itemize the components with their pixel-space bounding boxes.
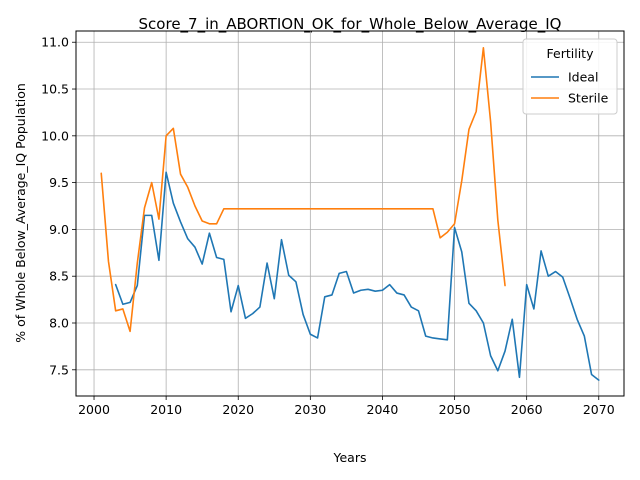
- tick-labels: 2000 2010 2020 2030 2040 2050 2060 2070 7.5 8.0 8.…: [41, 35, 615, 417]
- y-tick-label: 10.5: [41, 82, 69, 97]
- y-tick-label: 10.0: [41, 128, 69, 143]
- y-tick-label: 8.5: [49, 269, 69, 284]
- x-tick-label: 2070: [583, 402, 615, 417]
- x-tick-label: 2050: [439, 402, 471, 417]
- plot-frame: [75, 30, 625, 397]
- x-tick-label: 2020: [222, 402, 254, 417]
- series-lines: [100, 47, 600, 381]
- x-tick-label: 2040: [367, 402, 399, 417]
- y-tick-label: 9.5: [49, 175, 69, 190]
- y-tick-label: 9.0: [49, 222, 69, 237]
- legend-box: [522, 38, 618, 115]
- x-axis-label: Years: [333, 450, 367, 465]
- axis-ticks: [72, 41, 600, 400]
- y-tick-label: 7.5: [49, 362, 69, 377]
- x-tick-label: 2000: [78, 402, 110, 417]
- legend-label-ideal: Ideal: [568, 70, 598, 85]
- series-line-sterile: [100, 47, 506, 333]
- legend: Fertility Ideal Sterile: [522, 38, 618, 115]
- y-tick-label: 8.0: [49, 316, 69, 331]
- y-axis-label: % of Whole Below_Average_IQ Population: [13, 83, 28, 343]
- x-tick-label: 2030: [294, 402, 326, 417]
- y-tick-label: 11.0: [41, 35, 69, 50]
- x-tick-label: 2010: [150, 402, 182, 417]
- legend-title: Fertility: [547, 46, 595, 61]
- chart-title: Score_7_in_ABORTION_OK_for_Whole_Below_A…: [139, 15, 562, 34]
- x-tick-label: 2060: [511, 402, 543, 417]
- series-line-ideal: [114, 171, 600, 381]
- legend-label-sterile: Sterile: [568, 91, 609, 106]
